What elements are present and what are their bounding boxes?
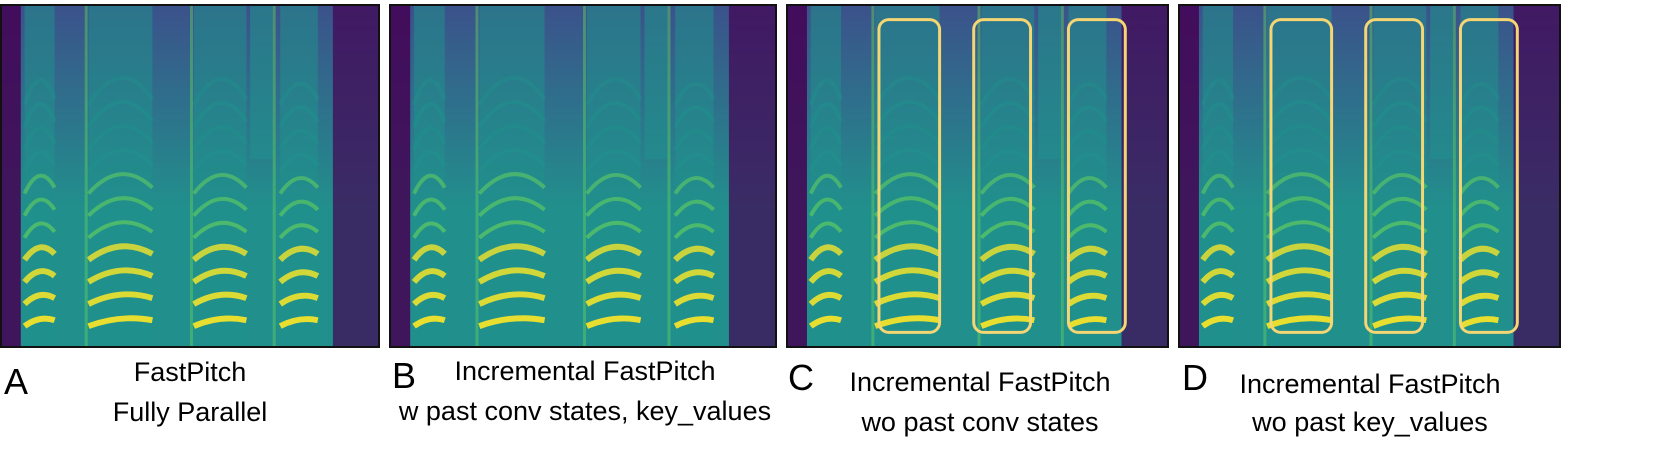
highlight-box	[1458, 18, 1519, 334]
panel-c-letter: C	[788, 357, 814, 398]
panel-d-caption-line-2: wo past key_values	[1252, 407, 1488, 437]
spectrogram-b-image	[391, 6, 775, 346]
spectrogram-a-image	[2, 6, 378, 346]
panel-b-letter: B	[392, 355, 417, 396]
panel-a-caption-line-2: Fully Parallel	[112, 397, 268, 427]
panel-d-letter: D	[1182, 357, 1208, 398]
panel-b-caption-line-1: Incremental FastPitch	[454, 356, 716, 386]
spectrogram-d-image	[1180, 6, 1559, 346]
panel-d-caption-line-1: Incremental FastPitch	[1239, 369, 1501, 399]
spectrogram-d	[1178, 4, 1561, 348]
panel-c-caption-line-1: Incremental FastPitch	[849, 367, 1111, 397]
panel-a-letter: A	[4, 361, 29, 402]
highlight-box	[877, 18, 942, 334]
highlight-box	[1066, 18, 1127, 334]
highlight-box	[1364, 18, 1425, 334]
panel-b-caption-line-2: w past conv states, key_values	[398, 396, 772, 426]
highlight-box	[972, 18, 1033, 334]
spectrogram-b	[389, 4, 777, 348]
panel-c-caption-line-2: wo past conv states	[861, 407, 1099, 437]
spectrogram-a	[0, 4, 380, 348]
panel-a-caption-line-1: FastPitch	[133, 357, 247, 387]
highlight-box	[1269, 18, 1334, 334]
spectrogram-c-image	[788, 6, 1167, 346]
spectrogram-c	[786, 4, 1169, 348]
